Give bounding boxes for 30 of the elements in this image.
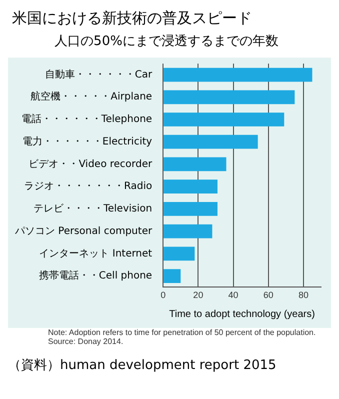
chart-title: 米国における新技術の普及スピード	[12, 8, 252, 27]
x-tick-label: 0	[160, 290, 166, 300]
bar	[164, 68, 312, 82]
x-axis-title: Time to adopt technology (years)	[169, 308, 315, 320]
y-tick-label: ビデオ・・Video recorder	[28, 158, 153, 170]
bar	[164, 224, 212, 238]
y-tick-label: 携帯電話・・Cell phone	[38, 270, 152, 282]
y-tick-label: ラジオ・・・・・・・Radio	[24, 181, 152, 192]
text: （資料）human development report 2015	[8, 357, 278, 374]
bar	[164, 246, 195, 261]
bar	[164, 202, 218, 216]
x-tick-label: 60	[263, 290, 274, 300]
bar	[164, 90, 295, 104]
x-tick-label: 20	[193, 290, 204, 300]
y-tick-label: テレビ・・・・Television	[33, 204, 152, 215]
chart-subtitle: 人口の50%にまで浸透するまでの年数	[54, 34, 278, 50]
x-tick-label: 80	[298, 290, 308, 300]
bar	[164, 180, 218, 194]
bar	[164, 269, 181, 283]
y-tick-label: 電話・・・・・・Telephone	[21, 113, 152, 126]
y-tick-label: インターネット Internet	[39, 248, 152, 260]
bar	[164, 157, 226, 172]
bar	[164, 112, 284, 126]
y-tick-label: パソコン Personal computer	[14, 226, 153, 237]
text: Note: Adoption refers to time for penetration of 50 percent of the population.	[48, 328, 317, 337]
y-tick-label: 航空機・・・・・Airplane	[30, 90, 152, 103]
x-tick-label: 40	[228, 290, 238, 300]
y-tick-label: 自動車・・・・・・Car	[44, 68, 153, 80]
source-note: Source: Donay 2014.	[48, 337, 124, 346]
bar	[164, 134, 258, 149]
